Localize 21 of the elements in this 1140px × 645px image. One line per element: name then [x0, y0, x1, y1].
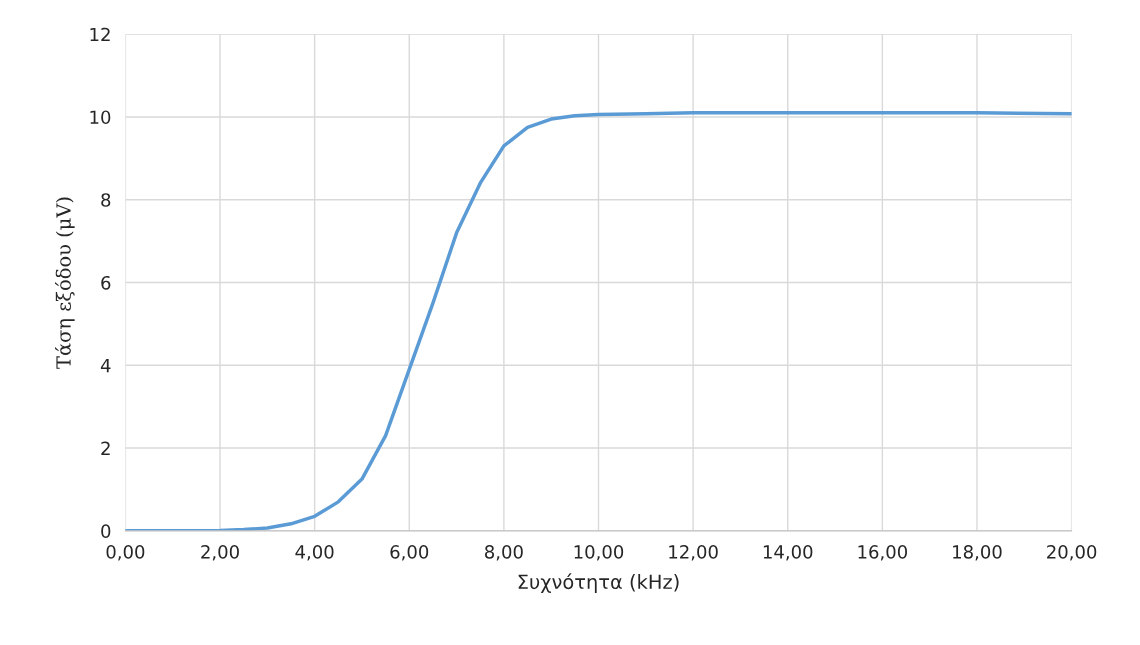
x-tick-label: 12,00 — [669, 545, 718, 561]
x-tick-label: 18,00 — [953, 545, 1002, 561]
x-tick-label: 6,00 — [390, 545, 429, 561]
y-tick-label: 4 — [100, 358, 111, 373]
y-axis-title: Τάση εξόδου (μV) — [55, 197, 75, 369]
x-tick-label: 20,00 — [1047, 545, 1097, 561]
x-tick-label: 16,00 — [858, 545, 908, 561]
y-tick-label: 8 — [101, 193, 111, 207]
y-tick-label: 6 — [101, 275, 111, 290]
x-tick-label: 4,00 — [295, 545, 334, 561]
x-tick-label: 8,00 — [485, 545, 523, 561]
y-tick-label: 10 — [90, 110, 111, 125]
y-tick-label: 2 — [101, 441, 110, 455]
x-axis-title: Συχνότητα (kHz) — [518, 573, 679, 593]
x-tick-label: 14,00 — [763, 545, 813, 561]
y-tick-label: 0 — [101, 524, 111, 538]
x-tick-label: 0,00 — [106, 545, 145, 561]
x-tick-label: 2,00 — [201, 545, 239, 561]
x-tick-label: 10,00 — [574, 545, 624, 561]
line-series — [125, 111, 1072, 531]
y-tick-label: 12 — [90, 27, 110, 42]
